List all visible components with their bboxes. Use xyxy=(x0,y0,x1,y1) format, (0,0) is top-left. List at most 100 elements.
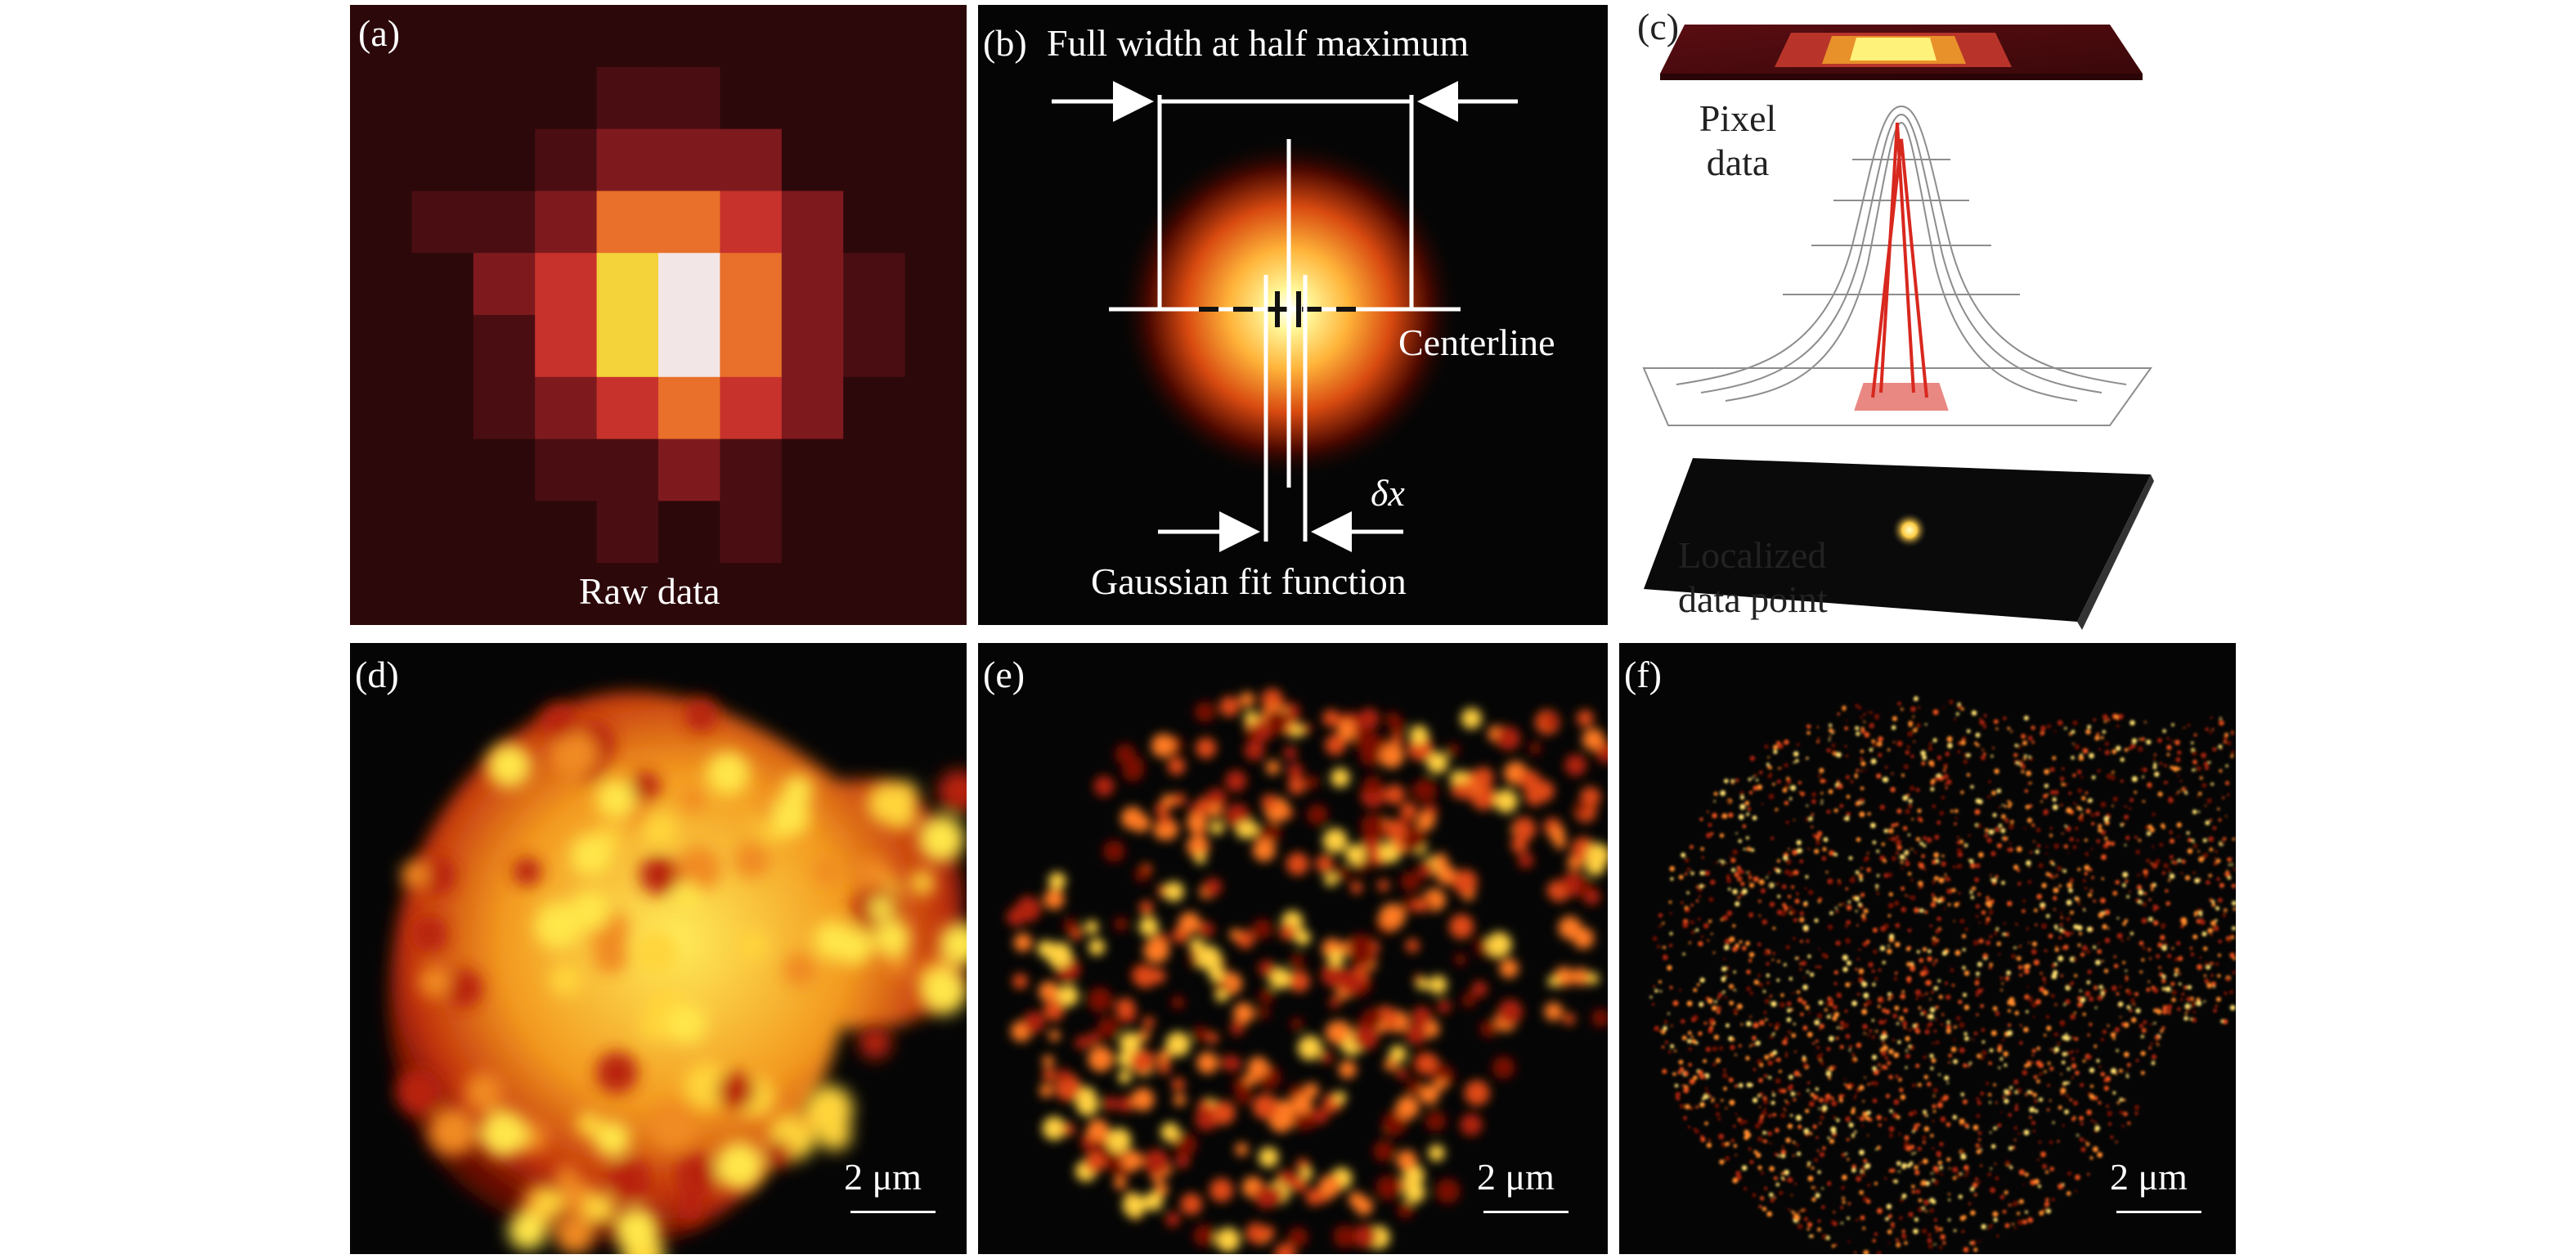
signal-blob xyxy=(2143,767,2147,772)
signal-blob xyxy=(2102,924,2107,929)
signal-blob xyxy=(2019,1041,2023,1045)
signal-blob xyxy=(1863,857,1869,862)
signal-blob xyxy=(1803,1128,1810,1135)
raw-pixel xyxy=(411,315,474,378)
signal-blob xyxy=(1992,746,1995,749)
raw-pixel xyxy=(781,66,844,130)
signal-blob xyxy=(1739,790,1744,796)
signal-blob xyxy=(1338,719,1355,736)
signal-blob xyxy=(1690,940,1692,943)
signal-blob xyxy=(1942,1241,1946,1245)
signal-blob xyxy=(1745,836,1749,840)
signal-blob xyxy=(1261,688,1284,711)
signal-blob xyxy=(2076,1134,2080,1137)
signal-blob xyxy=(2082,879,2087,883)
signal-blob xyxy=(1043,888,1065,910)
panel-b-tag: (b) xyxy=(983,22,1027,64)
signal-blob xyxy=(2216,877,2220,881)
signal-blob xyxy=(2231,926,2236,931)
signal-blob xyxy=(1836,1026,1839,1029)
signal-blob xyxy=(1788,848,1790,851)
signal-blob xyxy=(1787,1008,1792,1013)
signal-blob xyxy=(1753,979,1759,985)
signal-blob xyxy=(1322,828,1348,853)
signal-blob xyxy=(1743,1186,1748,1191)
signal-blob xyxy=(2120,779,2124,783)
signal-blob xyxy=(1793,1070,1800,1077)
signal-blob xyxy=(1795,1114,1802,1121)
signal-blob xyxy=(1977,1144,1981,1149)
signal-blob xyxy=(2023,1027,2029,1032)
signal-blob xyxy=(2102,730,2106,734)
signal-blob xyxy=(1838,903,1842,906)
signal-blob xyxy=(1791,885,1795,889)
signal-blob xyxy=(2098,912,2104,919)
signal-blob xyxy=(2146,987,2151,992)
signal-blob xyxy=(2017,882,2022,886)
signal-blob xyxy=(1980,1055,1985,1060)
signal-blob xyxy=(1479,1020,1497,1038)
signal-blob xyxy=(2138,746,2143,753)
signal-blob xyxy=(1872,1098,1878,1104)
signal-blob xyxy=(1244,740,1265,761)
signal-blob xyxy=(1856,837,1861,843)
signal-blob xyxy=(1304,1082,1319,1099)
signal-blob xyxy=(1901,1235,1905,1239)
signal-blob xyxy=(1749,1015,1752,1018)
signal-blob xyxy=(1903,1008,1908,1013)
signal-blob xyxy=(2030,996,2033,1000)
signal-blob xyxy=(1896,1115,1901,1120)
signal-blob xyxy=(1797,780,1802,785)
signal-blob xyxy=(1416,812,1435,831)
signal-blob xyxy=(2085,991,2091,997)
panel-a-tag: (a) xyxy=(358,12,401,54)
signal-blob xyxy=(1847,1240,1851,1243)
signal-blob xyxy=(1818,965,1822,969)
raw-pixel xyxy=(720,5,783,68)
signal-blob xyxy=(1990,1167,1992,1170)
signal-blob xyxy=(2219,717,2222,720)
signal-blob xyxy=(1971,710,1977,716)
signal-blob xyxy=(1747,870,1752,875)
signal-blob xyxy=(2044,769,2050,775)
signal-blob xyxy=(2122,871,2129,878)
signal-blob xyxy=(1460,1113,1483,1136)
signal-blob xyxy=(1860,761,1866,767)
signal-blob xyxy=(2103,1080,2106,1083)
signal-blob xyxy=(1758,771,1763,775)
signal-blob xyxy=(2066,899,2072,906)
signal-blob xyxy=(1400,802,1417,819)
signal-blob xyxy=(1886,1203,1892,1210)
signal-blob xyxy=(1722,1072,1728,1079)
signal-blob xyxy=(2210,782,2215,786)
signal-blob xyxy=(1789,1084,1793,1088)
signal-blob xyxy=(2016,955,2022,961)
signal-blob xyxy=(2178,955,2183,961)
signal-blob xyxy=(1973,1032,1978,1036)
signal-blob xyxy=(1888,1074,1893,1080)
signal-blob xyxy=(2161,870,2166,875)
signal-blob xyxy=(1888,1168,1893,1173)
signal-blob xyxy=(1786,861,1788,865)
signal-blob xyxy=(2038,1062,2044,1068)
signal-blob xyxy=(2055,874,2058,878)
signal-blob xyxy=(396,1069,442,1115)
signal-blob xyxy=(1932,880,1936,885)
signal-blob xyxy=(1855,803,1858,806)
signal-blob xyxy=(2183,985,2188,990)
signal-blob xyxy=(1976,1013,1979,1016)
signal-blob xyxy=(1711,1099,1714,1103)
signal-blob xyxy=(2004,804,2007,808)
signal-blob xyxy=(1781,1145,1784,1148)
signal-blob xyxy=(1946,1020,1950,1024)
signal-blob xyxy=(1867,1033,1870,1037)
signal-blob xyxy=(1699,884,1703,888)
raw-pixel xyxy=(535,315,598,378)
signal-blob xyxy=(1196,945,1222,971)
signal-blob xyxy=(2125,979,2128,982)
signal-blob xyxy=(2013,1079,2019,1085)
signal-blob xyxy=(1328,996,1341,1009)
signal-blob xyxy=(1753,1149,1758,1154)
signal-blob xyxy=(1970,1240,1976,1246)
signal-blob xyxy=(681,787,706,812)
